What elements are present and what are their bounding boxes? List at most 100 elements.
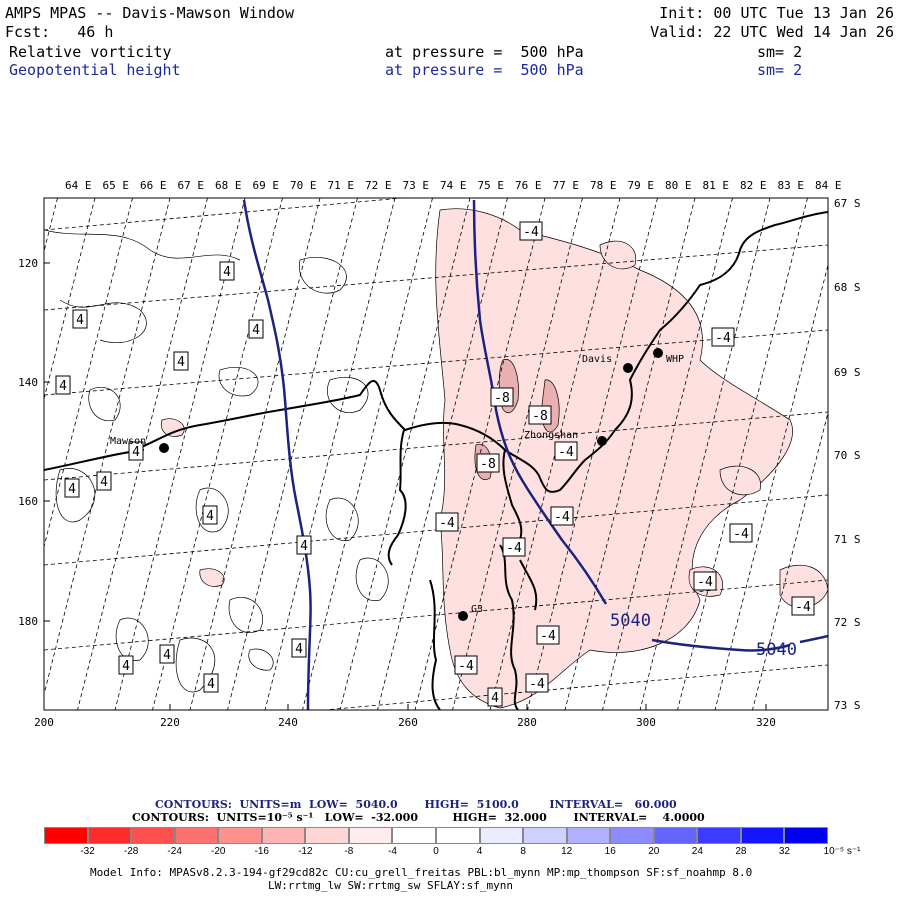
colorbar-cell <box>697 827 741 844</box>
colorbar-tick-label: -4 <box>387 846 397 857</box>
x-tick-label: 300 <box>636 716 656 729</box>
colorbar-units: 10⁻⁵ s⁻¹ <box>823 846 861 857</box>
vorticity-label: -4 <box>523 225 539 240</box>
latitude-labels: 67 S 68 S 69 S 70 S 71 S 72 S 73 S <box>834 197 861 712</box>
station-label-mawson: Mawson <box>110 436 146 447</box>
vorticity-label: 4 <box>177 355 185 370</box>
lon-label: 74 E <box>440 179 467 192</box>
station-marker-g3 <box>458 611 468 621</box>
vorticity-label: -8 <box>532 409 548 424</box>
colorbar-cell <box>44 827 88 844</box>
plot-title: AMPS MPAS -- Davis-Mawson Window <box>5 4 294 22</box>
colorbar-tick-label: -28 <box>123 846 139 857</box>
vorticity-label: -4 <box>439 516 455 531</box>
colorbar-tick-label: 32 <box>778 846 790 857</box>
colorbar-cell <box>566 827 611 844</box>
vorticity-label: 4 <box>68 482 76 497</box>
lon-label: 68 E <box>215 179 242 192</box>
colorbar-cell <box>348 827 393 844</box>
x-axis-ticks: 200 220 240 260 280 300 320 <box>34 704 776 729</box>
vorticity-labels: 4 4 4 4 4 4 4 4 4 4 4 4 4 4 4 -4 -8 -8 -8 -4 -4 -4 -4 -4 -4 -4 -4 -… <box>55 221 815 707</box>
longitude-labels: 64 E 65 E 66 E 67 E 68 E 69 E 70 E 71 E 72 E 73 E… <box>65 179 842 192</box>
colorbar-tick-label: -16 <box>254 846 269 857</box>
stations: Mawson Davis WHP Zhongshan G3 <box>110 348 684 621</box>
vorticity-label: 4 <box>100 475 108 490</box>
field2-name: Geopotential height <box>9 61 181 79</box>
map-frame <box>43 197 829 711</box>
colorbar-tick-label: -24 <box>167 846 182 857</box>
x-tick-label: 260 <box>398 716 418 729</box>
colorbar-cell <box>653 827 698 844</box>
lon-label: 69 E <box>253 179 280 192</box>
vorticity-contour-info: CONTOURS: UNITS=10⁻⁵ s⁻¹ LOW= -32.000 HI… <box>132 811 705 824</box>
colorbar-tick-label: 28 <box>735 846 747 857</box>
x-tick-label: 240 <box>278 716 298 729</box>
lon-label: 76 E <box>515 179 542 192</box>
vorticity-label: -4 <box>506 541 522 556</box>
height-label-5040-a: 5040 <box>610 611 651 631</box>
field2-smoothing: sm= 2 <box>757 61 803 79</box>
height-contour-info: CONTOURS: UNITS=m LOW= 5040.0 HIGH= 5100… <box>155 798 677 811</box>
x-tick-label: 200 <box>34 716 54 729</box>
vorticity-label: -4 <box>715 331 731 346</box>
valid-time: Valid: 22 UTC Wed 14 Jan 26 <box>650 23 894 41</box>
vorticity-label: 4 <box>122 659 130 674</box>
lon-label: 84 E <box>815 179 842 192</box>
field1-smoothing: sm= 2 <box>757 43 803 61</box>
colorbar-cell <box>131 827 175 844</box>
vorticity-label: -8 <box>480 457 496 472</box>
lon-label: 80 E <box>665 179 692 192</box>
colorbar-tick-label: -8 <box>344 846 354 857</box>
colorbar-tick-label: 0 <box>433 846 439 857</box>
lat-label: 70 S <box>834 449 861 462</box>
y-tick-label: 120 <box>18 257 38 270</box>
x-tick-label: 220 <box>160 716 180 729</box>
lon-label: 79 E <box>628 179 655 192</box>
lon-label: 83 E <box>778 179 805 192</box>
vorticity-label: -4 <box>558 445 574 460</box>
station-label-whp: WHP <box>666 354 684 365</box>
colorbar-tick-label: -12 <box>298 846 313 857</box>
vorticity-label: -8 <box>494 391 510 406</box>
colorbar-cell <box>740 827 785 844</box>
colorbar-tick-label: 8 <box>520 846 526 857</box>
geopotential-height-contours <box>242 199 828 710</box>
lon-label: 81 E <box>703 179 730 192</box>
lon-label: 72 E <box>365 179 392 192</box>
colorbar-cell <box>784 827 828 844</box>
vorticity-label: 4 <box>223 265 231 280</box>
colorbar-tick-label: 4 <box>476 846 483 857</box>
colorbar-cell <box>436 827 480 844</box>
colorbar-tick-label: 20 <box>648 846 660 857</box>
vorticity-label: -4 <box>733 527 749 542</box>
station-marker-zhongshan <box>597 436 607 446</box>
colorbar-cell <box>479 827 524 844</box>
positive-vorticity-contours <box>44 229 389 693</box>
station-label-zhongshan: Zhongshan <box>524 430 578 441</box>
station-marker-mawson <box>159 443 169 453</box>
lat-label: 71 S <box>834 533 861 546</box>
vorticity-label: -4 <box>458 659 474 674</box>
field2-level: at pressure = 500 hPa <box>385 61 584 79</box>
colorbar-cell <box>261 827 306 844</box>
lon-label: 65 E <box>103 179 130 192</box>
lat-label: 72 S <box>834 616 861 629</box>
vorticity-label: 4 <box>295 642 303 657</box>
station-label-davis: Davis <box>582 354 612 365</box>
colorbar-cell <box>523 827 567 844</box>
vorticity-label: 4 <box>76 313 84 328</box>
lon-label: 67 E <box>178 179 205 192</box>
vorticity-label: 4 <box>252 323 260 338</box>
colorbar-tick-label: 12 <box>561 846 573 857</box>
x-tick-label: 320 <box>756 716 776 729</box>
height-label-5040-b: 5040 <box>756 640 797 660</box>
field1-level: at pressure = 500 hPa <box>385 43 584 61</box>
lon-label: 73 E <box>403 179 430 192</box>
colorbar-cell <box>610 827 654 844</box>
init-time: Init: 00 UTC Tue 13 Jan 26 <box>659 4 894 22</box>
vorticity-label: -4 <box>795 600 811 615</box>
y-tick-label: 140 <box>18 376 38 389</box>
station-marker-davis <box>623 363 633 373</box>
vorticity-label: 4 <box>207 677 215 692</box>
forecast-hour: Fcst: 46 h <box>5 23 114 41</box>
